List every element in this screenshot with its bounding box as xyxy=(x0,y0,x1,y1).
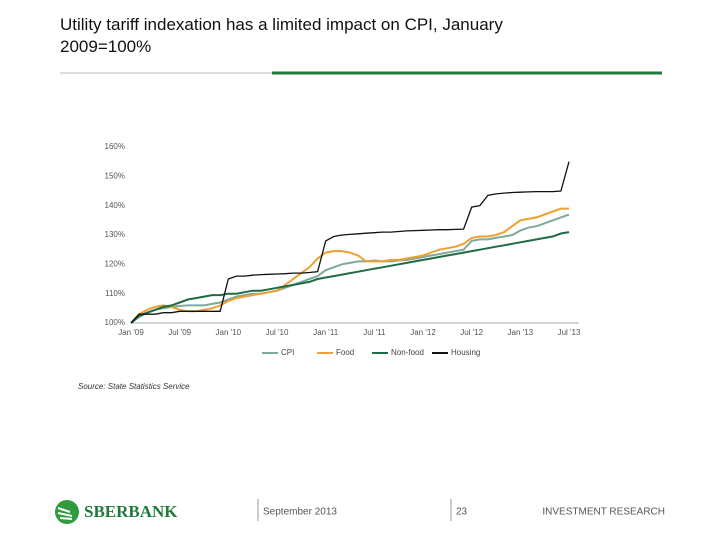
legend-label: CPI xyxy=(281,348,294,357)
y-tick-label: 140% xyxy=(105,201,125,210)
footer-section: INVESTMENT RESEARCH xyxy=(542,507,665,518)
logo xyxy=(55,500,79,524)
series-line xyxy=(130,161,570,324)
series-line xyxy=(130,207,569,324)
y-tick-label: 130% xyxy=(105,230,125,239)
y-tick-label: 120% xyxy=(105,259,125,268)
legend-label: Food xyxy=(336,348,354,357)
legend-label: Housing xyxy=(451,348,480,357)
x-tick-label: Jul '09 xyxy=(168,328,191,337)
footer-page: 23 xyxy=(456,507,468,518)
x-tick-label: Jan '11 xyxy=(313,328,339,337)
x-tick-label: Jan '12 xyxy=(410,328,436,337)
y-tick-label: 110% xyxy=(105,289,125,298)
series-line xyxy=(130,231,570,324)
slide-title: Utility tariff indexation has a limited … xyxy=(60,15,503,56)
y-tick-label: 100% xyxy=(105,318,125,327)
y-tick-label: 150% xyxy=(105,171,125,180)
x-tick-label: Jan '13 xyxy=(508,328,534,337)
series-line xyxy=(130,213,570,324)
x-tick-label: Jan '09 xyxy=(118,328,144,337)
legend-label: Non-food xyxy=(391,348,424,357)
x-tick-label: Jul '12 xyxy=(460,328,483,337)
x-tick-label: Jan '10 xyxy=(216,328,242,337)
x-tick-label: Jul '13 xyxy=(558,328,581,337)
y-tick-label: 160% xyxy=(105,142,125,151)
x-tick-label: Jul '10 xyxy=(266,328,289,337)
logo-text: SBERBANK xyxy=(84,502,178,521)
x-tick-label: Jul '11 xyxy=(363,328,386,337)
footer-date: September 2013 xyxy=(263,507,337,518)
source-note: Source: State Statistics Service xyxy=(78,382,190,391)
